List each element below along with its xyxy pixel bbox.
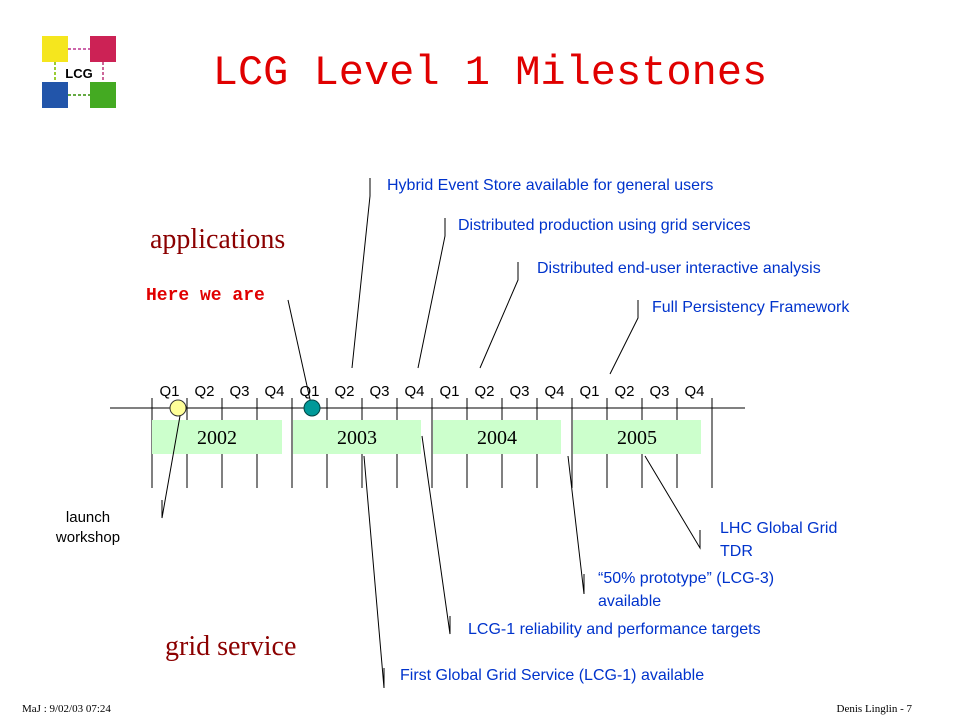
launch-workshop-line1: launch [66, 509, 110, 526]
quarter-label: Q1 [439, 383, 459, 400]
year-box-2004 [433, 420, 561, 454]
milestone-prototype-line1: “50% prototype” (LCG-3) [598, 570, 774, 587]
footer-author-page: Denis Linglin - 7 [837, 703, 913, 715]
here-we-are-pointer [287, 299, 312, 405]
current-position-marker [303, 399, 321, 417]
pointer-hybrid-event-store [351, 178, 371, 369]
milestone-hybrid-event-store: Hybrid Event Store available for general… [387, 177, 713, 194]
launch-marker [169, 399, 187, 417]
quarter-label: Q4 [684, 383, 704, 400]
year-box-2003 [293, 420, 421, 454]
quarter-label: Q3 [369, 383, 389, 400]
here-we-are-label: Here we are [146, 286, 265, 306]
application-milestones: Hybrid Event Store available for general… [351, 177, 850, 375]
milestone-distributed-analysis: Distributed end-user interactive analysi… [537, 260, 821, 277]
quarter-label: Q2 [614, 383, 634, 400]
pointer-distributed-production [417, 218, 446, 369]
pointer-launch-workshop [161, 415, 181, 519]
year-box-2005 [573, 420, 701, 454]
quarter-label: Q1 [159, 383, 179, 400]
quarter-labels: Q1 Q2 Q3 Q4 Q1 Q2 Q3 Q4 Q1 Q2 Q3 Q4 Q1 Q2 Q3 Q4 [159, 383, 704, 400]
quarter-label: Q2 [334, 383, 354, 400]
pointer-prototype [567, 455, 585, 595]
quarter-label: Q2 [194, 383, 214, 400]
milestone-first-grid-service: First Global Grid Service (LCG-1) availa… [400, 667, 704, 684]
logo-text: LCG [65, 66, 92, 81]
logo-square-blue [42, 82, 68, 108]
milestone-prototype-line2: available [598, 593, 661, 610]
quarter-label: Q4 [544, 383, 564, 400]
year-box-2002 [152, 420, 282, 454]
quarter-label: Q3 [649, 383, 669, 400]
grid-service-heading: grid service [165, 631, 296, 662]
footer-modified-date: MaJ : 9/02/03 07:24 [22, 703, 111, 715]
logo-square-yellow [42, 36, 68, 62]
milestone-lhc-tdr-line1: LHC Global Grid [720, 520, 837, 537]
year-label-2003: 2003 [337, 427, 377, 449]
year-label-2004: 2004 [477, 427, 517, 449]
logo-square-red [90, 36, 116, 62]
milestone-lcg1-reliability: LCG-1 reliability and performance target… [468, 621, 761, 638]
year-label-2005: 2005 [617, 427, 657, 449]
quarter-label: Q1 [579, 383, 599, 400]
quarter-label: Q1 [299, 383, 319, 400]
pointer-first-grid-service [363, 455, 385, 689]
milestone-full-persistency: Full Persistency Framework [652, 299, 850, 316]
pointer-distributed-analysis [479, 262, 519, 369]
pointer-full-persistency [609, 300, 639, 375]
applications-heading: applications [150, 224, 285, 255]
milestone-distributed-production: Distributed production using grid servic… [458, 217, 751, 234]
launch-workshop-line2: workshop [55, 529, 120, 546]
grid-milestones: launch workshop LHC Global Grid TDR “50%… [55, 415, 837, 689]
milestone-lhc-tdr-line2: TDR [720, 543, 753, 560]
quarter-label: Q4 [404, 383, 424, 400]
quarter-label: Q4 [264, 383, 284, 400]
pointer-lhc-tdr [644, 455, 701, 550]
quarter-label: Q3 [229, 383, 249, 400]
pointer-lcg1-reliability [421, 435, 451, 635]
year-boxes: 2002 2003 2004 2005 [152, 420, 701, 454]
quarter-label: Q3 [509, 383, 529, 400]
year-label-2002: 2002 [197, 427, 237, 449]
logo-square-green [90, 82, 116, 108]
quarter-label: Q2 [474, 383, 494, 400]
lcg-logo: LCG [42, 36, 116, 108]
page-title: LCG Level 1 Milestones [213, 49, 768, 97]
